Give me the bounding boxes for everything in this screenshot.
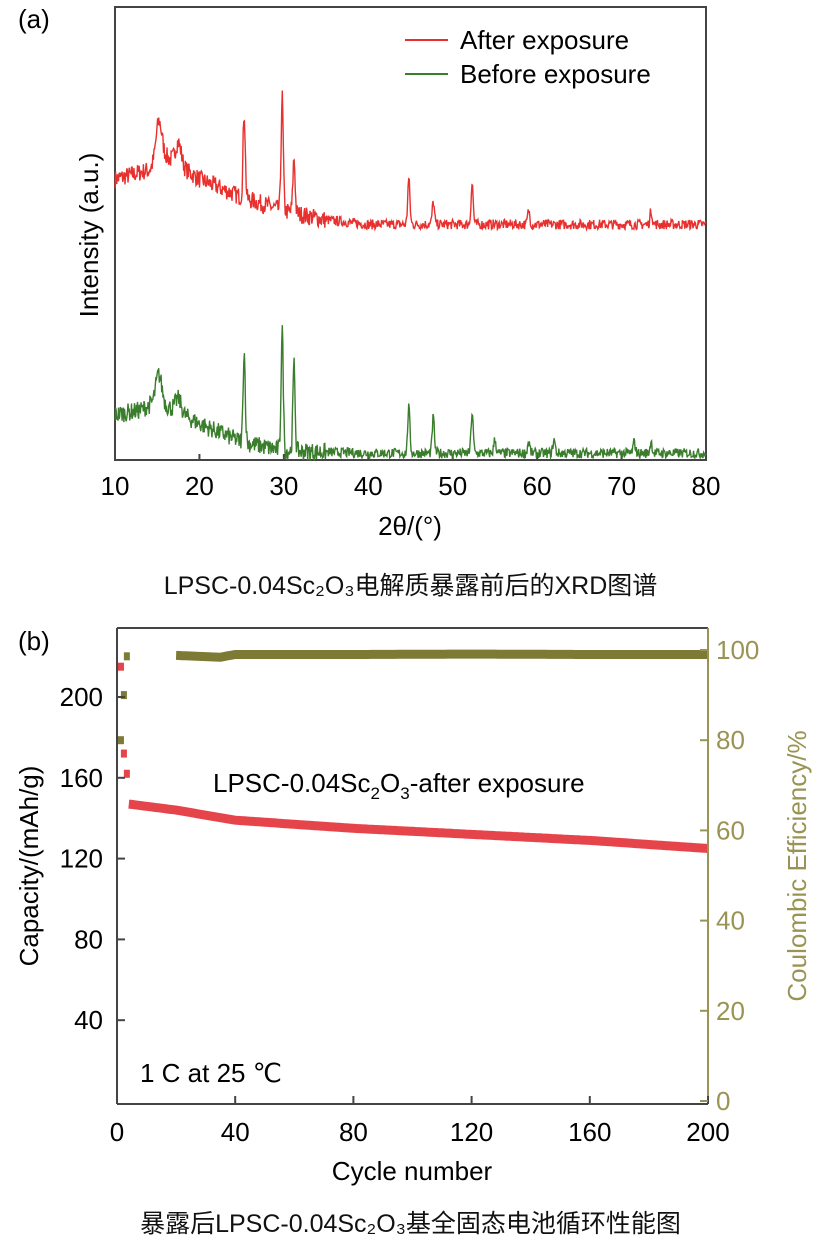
caption-b: 暴露后LPSC-0.04Sc₂O₃基全固态电池循环性能图 <box>140 1210 681 1238</box>
x-tick-label-b: 0 <box>110 1117 124 1147</box>
legend-label-after: After exposure <box>460 25 629 55</box>
x-tick-label-b: 80 <box>339 1117 368 1147</box>
legend: After exposure Before exposure <box>405 25 651 89</box>
x-tick-label-b: 160 <box>568 1117 611 1147</box>
y2-axis-label-b: Coulombic Efficiency/% <box>782 730 812 1001</box>
y-tick-label-b: 120 <box>60 844 103 874</box>
y-axis-label-a: Intensity (a.u.) <box>74 153 104 318</box>
xrd-series-before <box>114 325 707 461</box>
y-tick-label-b: 80 <box>74 924 103 954</box>
x-tick-label-b: 120 <box>450 1117 493 1147</box>
x-tick-label-b: 40 <box>221 1117 250 1147</box>
x-tick-label-a: 60 <box>523 471 552 501</box>
panel-label-a: (a) <box>18 4 50 34</box>
efficiency-series <box>175 649 708 662</box>
y2-tick-label-b: 0 <box>716 1086 730 1116</box>
plot-frame-a <box>114 6 707 461</box>
legend-label-before: Before exposure <box>460 59 651 89</box>
x-tick-label-a: 20 <box>185 471 214 501</box>
x-axis-label-a: 2θ/(°) <box>378 511 442 541</box>
cycle-point <box>117 662 124 671</box>
y2-tick-label-b: 20 <box>716 996 745 1026</box>
cycle-point <box>117 736 124 745</box>
x-tick-label-a: 30 <box>269 471 298 501</box>
y2-tick-label-b: 100 <box>716 635 759 665</box>
x-tick-label-a: 50 <box>438 471 467 501</box>
xrd-series-after <box>114 90 707 232</box>
y-tick-label-b: 160 <box>60 763 103 793</box>
y2-tick-label-b: 40 <box>716 906 745 936</box>
test-condition: 1 C at 25 ℃ <box>140 1058 282 1088</box>
caption-a: LPSC-0.04Sc₂O₃电解质暴露前后的XRD图谱 <box>163 572 658 600</box>
x-tick-label-b: 200 <box>686 1117 729 1147</box>
y2-tick-label-b: 80 <box>716 725 745 755</box>
capacity-series <box>128 799 709 853</box>
x-tick-label-a: 70 <box>607 471 636 501</box>
y-tick-label-b: 40 <box>74 1005 103 1035</box>
y-axis-label-b: Capacity/(mAh/g) <box>14 766 44 967</box>
xrd-chart: (a) 10 20 30 40 50 60 70 80 After exposure Befo… <box>18 4 721 541</box>
cycle-point <box>120 749 127 758</box>
y2-tick-label-b: 60 <box>716 815 745 845</box>
x-axis-label-b: Cycle number <box>332 1156 493 1186</box>
panel-label-b: (b) <box>18 626 50 656</box>
x-tick-label-a: 10 <box>101 471 130 501</box>
cycle-point <box>123 652 130 661</box>
cycle-point <box>120 691 127 700</box>
series-annotation: LPSC-0.04Sc2O3-after exposure <box>213 768 585 803</box>
y-tick-label-b: 200 <box>60 682 103 712</box>
x-tick-label-a: 80 <box>692 471 721 501</box>
x-tick-label-a: 40 <box>354 471 383 501</box>
cycle-point <box>123 769 130 778</box>
